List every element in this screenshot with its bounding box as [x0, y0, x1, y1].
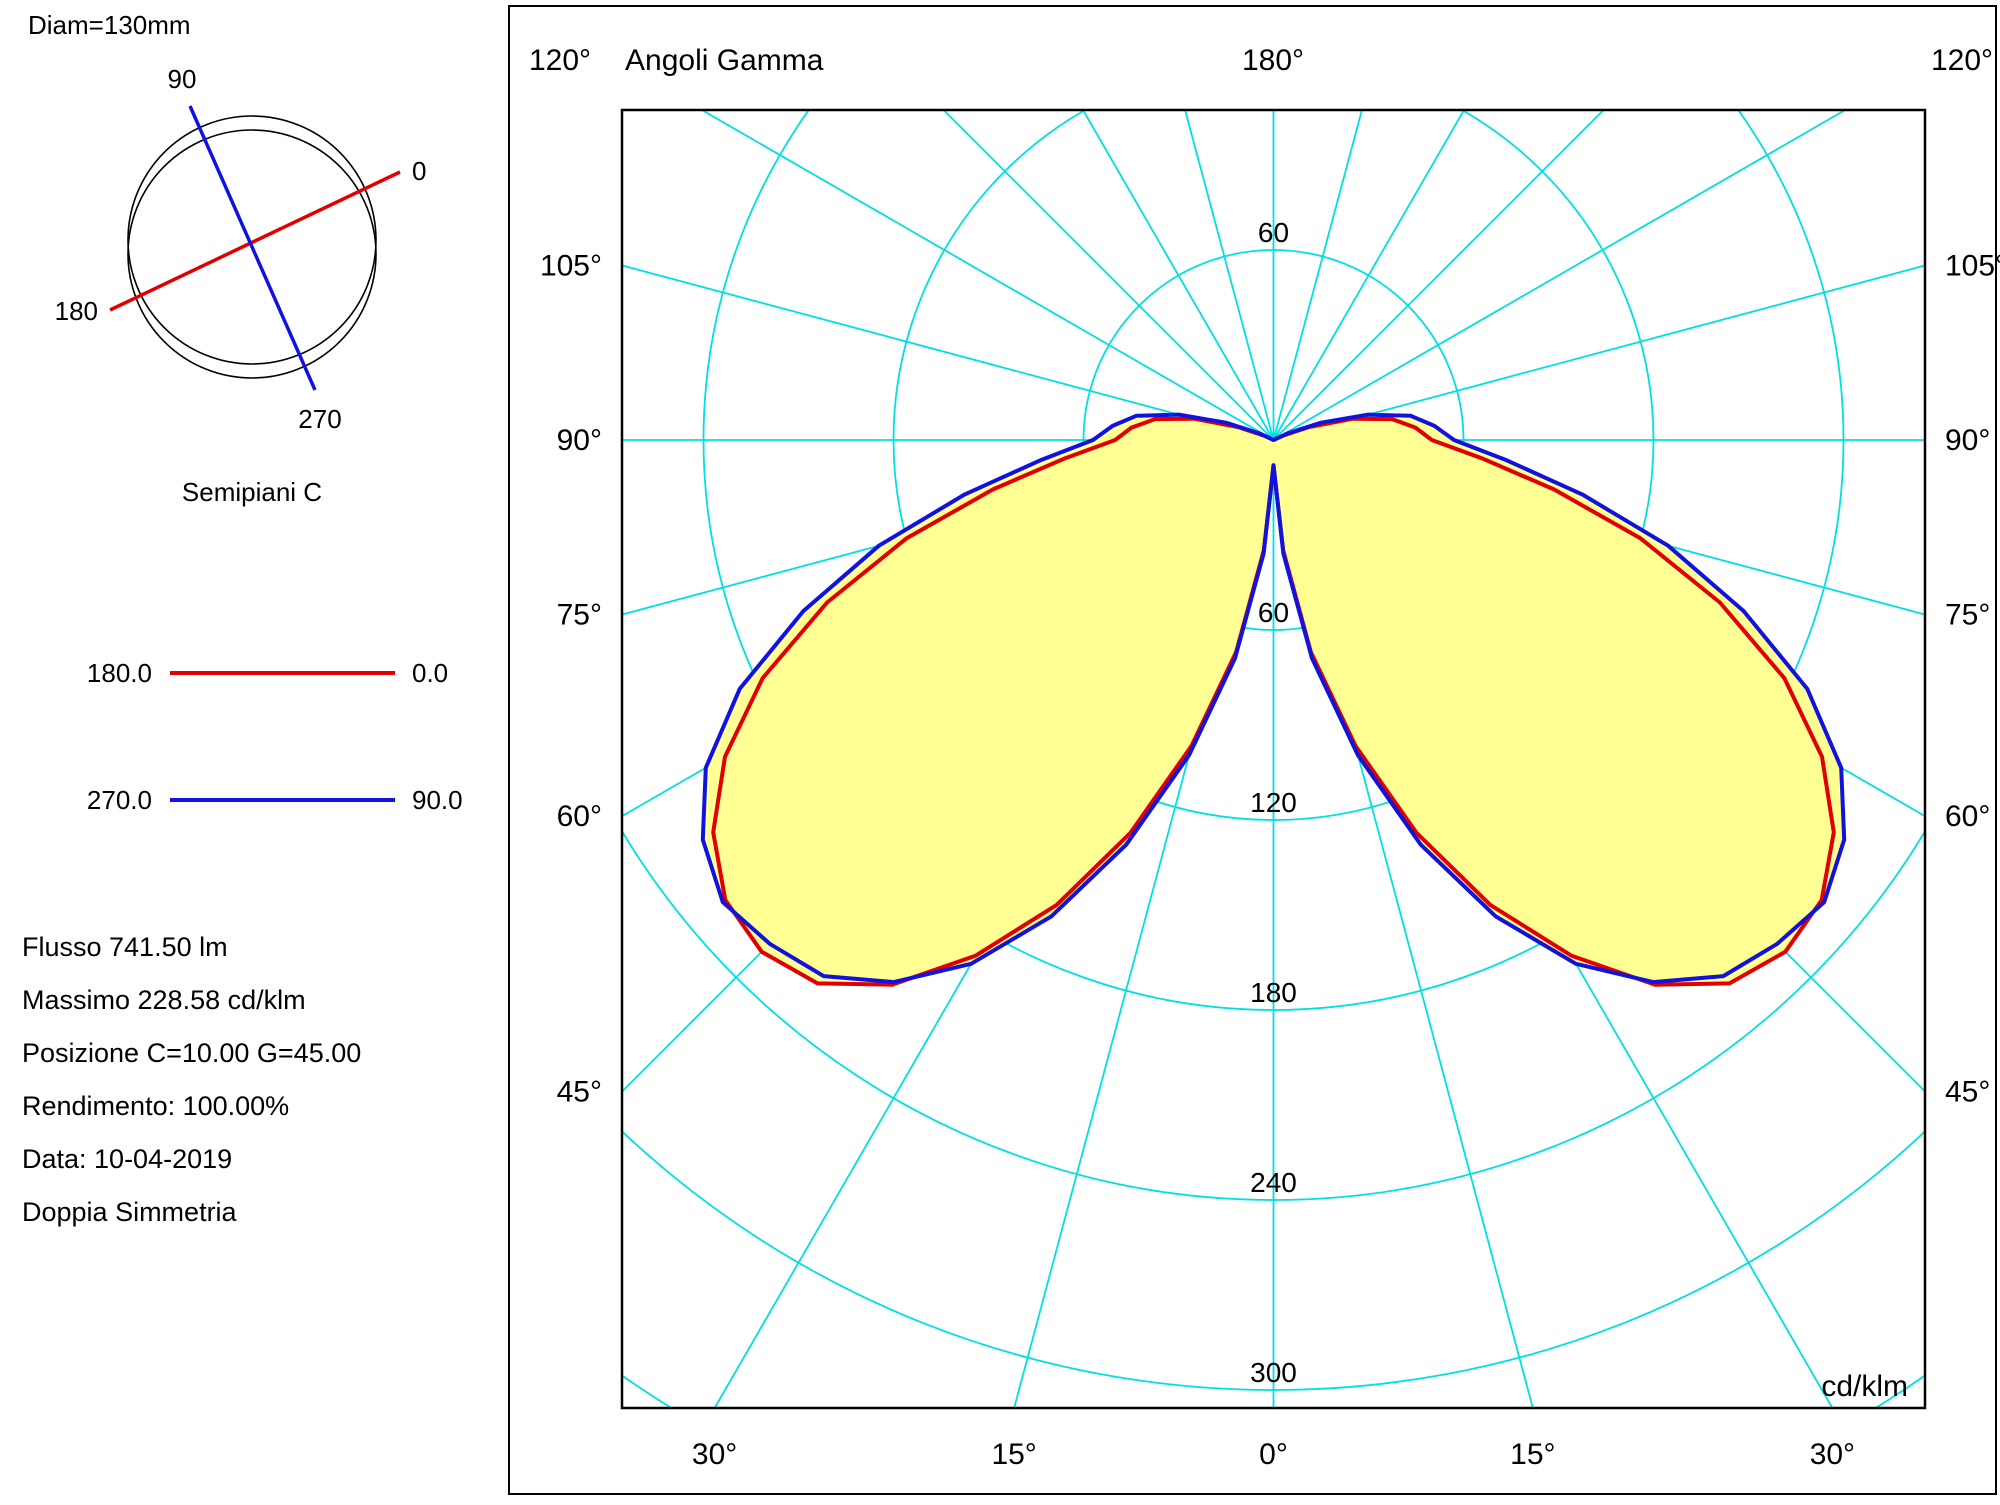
legend-label-c0: 0.0 — [412, 658, 448, 688]
info-block: Flusso 741.50 lm Massimo 228.58 cd/klm P… — [22, 932, 361, 1227]
grid-radial-line — [1274, 0, 2000, 440]
gamma-axis-label: 15° — [1510, 1438, 1555, 1471]
diameter-label: Diam=130mm — [28, 10, 191, 40]
grid-radial-line — [1274, 0, 2000, 440]
legend: 180.0 0.0 270.0 90.0 — [87, 658, 463, 815]
c0-c180-plane-line — [110, 172, 400, 310]
plane-label-180: 180 — [55, 296, 98, 326]
luminaire-outline-bottom — [128, 130, 376, 378]
plane-label-0: 0 — [412, 156, 426, 186]
gamma-axis-label: 30° — [692, 1438, 737, 1471]
grid-radial-line — [885, 0, 1273, 440]
semipiani-caption: Semipiani C — [182, 477, 322, 507]
gamma-label-right: 45° — [1945, 1076, 1990, 1109]
gamma-label-left: 105° — [540, 249, 602, 282]
ring-label: 300 — [1250, 1357, 1297, 1388]
legend-label-c180: 180.0 — [87, 658, 152, 688]
gamma-label-right: 105° — [1945, 249, 2000, 282]
grid-radial-line — [1274, 0, 2000, 440]
gamma-label-top-center: 180° — [1242, 44, 1304, 77]
grid-radial-line — [1274, 0, 1662, 440]
luminaire-plane-diagram: 90 0 180 270 — [55, 64, 427, 434]
info-symmetry: Doppia Simmetria — [22, 1197, 238, 1227]
gamma-axis-label: 15° — [991, 1438, 1036, 1471]
legend-label-c90: 90.0 — [412, 785, 463, 815]
plane-label-90: 90 — [168, 64, 197, 94]
chart-title: Angoli Gamma — [625, 44, 824, 77]
gamma-label-right: 60° — [1945, 800, 1990, 833]
gamma-label-top-left: 120° — [529, 44, 591, 77]
unit-label: cd/klm — [1821, 1370, 1908, 1403]
ring-label: 180 — [1250, 977, 1297, 1008]
gamma-axis-label: 0° — [1259, 1438, 1288, 1471]
plane-label-270: 270 — [298, 404, 341, 434]
grid-ring — [514, 0, 2000, 1200]
ring-label: 120 — [1250, 787, 1297, 818]
gamma-label-left: 75° — [557, 599, 602, 632]
gamma-label-right: 75° — [1945, 599, 1990, 632]
gamma-axis-label: 30° — [1810, 1438, 1855, 1471]
gamma-label-right: 90° — [1945, 424, 1990, 457]
legend-label-c270: 270.0 — [87, 785, 152, 815]
info-maximum: Massimo 228.58 cd/klm — [22, 985, 306, 1015]
info-flux: Flusso 741.50 lm — [22, 932, 228, 962]
ring-label: 60 — [1258, 597, 1289, 628]
c90-c270-plane-line — [190, 106, 315, 390]
ring-label: 240 — [1250, 1167, 1297, 1198]
gamma-label-top-right: 120° — [1931, 44, 1993, 77]
ring-label: 60 — [1258, 217, 1289, 248]
info-efficiency: Rendimento: 100.00% — [22, 1091, 289, 1121]
info-date: Data: 10-04-2019 — [22, 1144, 232, 1174]
info-position: Posizione C=10.00 G=45.00 — [22, 1038, 361, 1068]
gamma-label-left: 90° — [557, 424, 602, 457]
gamma-label-left: 60° — [557, 800, 602, 833]
luminaire-outline-top — [128, 116, 376, 364]
gamma-label-left: 45° — [557, 1076, 602, 1109]
